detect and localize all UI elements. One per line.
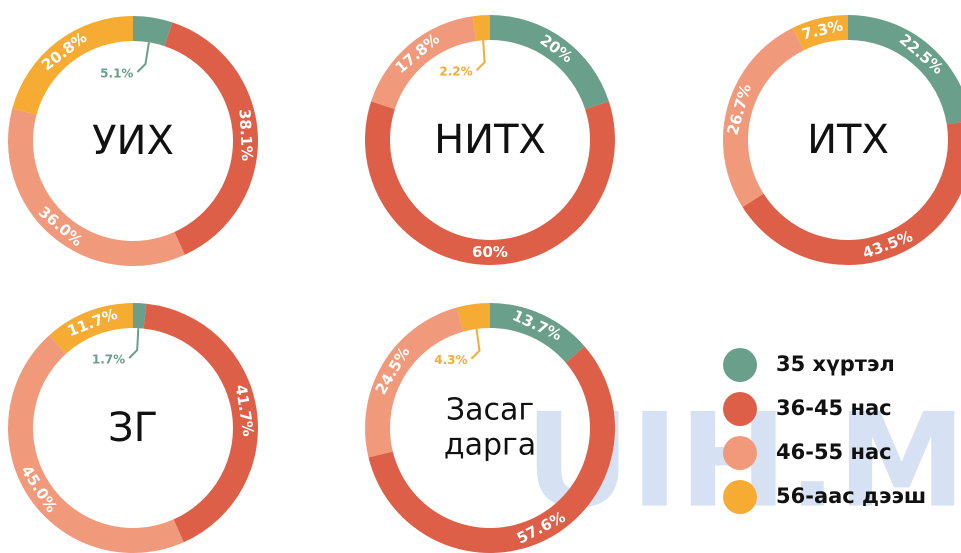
donut-slice (742, 122, 961, 265)
donut-slice (133, 16, 173, 47)
leader-line (470, 328, 481, 360)
leader-line (136, 42, 150, 73)
donut-slice (371, 16, 477, 110)
donut-title: Засаг дарга (443, 392, 537, 462)
donut-slice (133, 303, 147, 329)
donut-slice (723, 27, 804, 207)
donut-slice (792, 15, 848, 51)
donut-slice (12, 16, 134, 115)
value-label: 4.3% (434, 353, 467, 367)
donut-slice (365, 307, 464, 458)
donut-title: УИХ (92, 118, 174, 164)
value-label: 1.7% (92, 353, 125, 367)
legend-label: 56-аас дээш (776, 484, 926, 508)
donut-slice (8, 108, 185, 267)
donut-slice (143, 303, 258, 543)
donut-slice (49, 303, 133, 354)
donut-slice (365, 101, 616, 265)
donut-slice (164, 22, 259, 255)
legend-label: 36-45 нас (776, 396, 892, 420)
donut-slice (8, 335, 184, 553)
donut-slice (490, 15, 609, 110)
value-label: 38.1% (235, 109, 256, 162)
donut-slice (848, 15, 961, 125)
donut-title: ИТХ (807, 117, 889, 163)
donut-slice (472, 15, 490, 41)
leader-line (128, 328, 140, 359)
leader-line (475, 40, 486, 71)
legend-label: 35 хүртэл (776, 352, 895, 376)
donut-slice (368, 346, 615, 553)
legend-swatch (723, 436, 757, 470)
donut-title: ЗГ (107, 405, 159, 451)
value-label: 2.2% (439, 65, 472, 79)
legend-swatch (723, 348, 757, 382)
legend-label: 46-55 нас (776, 440, 892, 464)
legend-swatch (723, 392, 757, 426)
value-label: 60% (472, 243, 508, 261)
legend-swatch (723, 480, 757, 514)
donut-slice (490, 303, 585, 363)
donut-title: НИТХ (434, 117, 546, 163)
value-label: 5.1% (100, 66, 133, 80)
donut-slice (456, 303, 490, 332)
